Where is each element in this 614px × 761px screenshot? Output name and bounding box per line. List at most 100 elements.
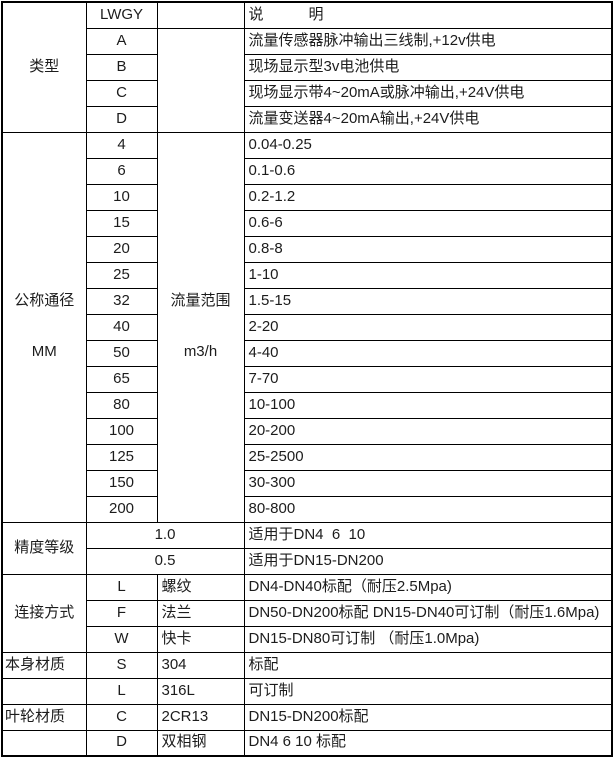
flow-range-value: 0.1-0.6 (243, 157, 613, 185)
diameter-size: 65 (85, 365, 158, 393)
flow-range-value: 0.2-1.2 (243, 183, 613, 211)
connection-name: 快卡 (156, 625, 245, 653)
flow-range-value: 0.04-0.25 (243, 131, 613, 159)
flow-range-value: 4-40 (243, 339, 613, 367)
body-material-code: L (85, 677, 158, 705)
accuracy-desc: 适用于DN15-DN200 (243, 547, 613, 575)
flow-range-value: 0.6-6 (243, 209, 613, 237)
table-row: A 流量传感器脉冲输出三线制,+12v供电 (2, 27, 613, 133)
table-row: 80 10-100 (2, 391, 613, 419)
flow-range-value: 20-200 (243, 417, 613, 445)
type-desc: 流量变送器4~20mA输出,+24V供电 (243, 105, 613, 133)
body-material-desc: 可订制 (243, 677, 613, 705)
diameter-size: 40 (85, 313, 158, 341)
table-row: 40 2-20 (2, 313, 613, 341)
flow-range-value: 30-300 (243, 469, 613, 497)
table-row: 精度等级 1.0 适用于DN4 6 10 (1, 521, 613, 575)
diameter-size: 100 (85, 417, 158, 445)
table-row: 25 1-10 (2, 261, 613, 289)
connection-section-label: 连接方式 (1, 573, 87, 653)
diameter-size: 25 (85, 261, 158, 289)
diameter-size: 50 (85, 339, 158, 367)
diameter-size: 20 (85, 235, 158, 263)
type-desc: 现场显示带4~20mA或脉冲输出,+24V供电 (243, 79, 613, 107)
diameter-size: 200 (85, 495, 158, 523)
table-row: 15 0.6-6 (2, 209, 613, 237)
type-section-label: 类型 (1, 1, 87, 133)
table-row: 100 20-200 (2, 417, 613, 445)
flow-range-value: 10-100 (243, 391, 613, 419)
body-material-code: S (85, 651, 158, 679)
body-material-name: 304 (156, 651, 245, 679)
diameter-size: 32 (85, 287, 158, 315)
table-row: D 流量变送器4~20mA输出,+24V供电 (2, 105, 613, 133)
diameter-size: 4 (85, 131, 158, 159)
type-code: B (85, 53, 158, 81)
accuracy-grade: 0.5 (85, 547, 245, 575)
type-code: D (85, 105, 158, 133)
model-code: LWGY (85, 1, 158, 29)
table-row: B 现场显示型3v电池供电 (2, 53, 613, 81)
diameter-size: 6 (85, 157, 158, 185)
table-row: C 现场显示带4~20mA或脉冲输出,+24V供电 (2, 79, 613, 107)
connection-code: F (85, 599, 158, 627)
impeller-material-code: C (85, 703, 158, 731)
connection-name: 螺纹 (156, 573, 245, 601)
table-row: L 316L 可订制 (1, 677, 613, 705)
diameter-size: 80 (85, 391, 158, 419)
type-desc: 现场显示型3v电池供电 (243, 53, 613, 81)
table-row: 本身材质 S 304 标配 (1, 651, 613, 679)
table-row: 类型 LWGY 说 明 (1, 1, 613, 133)
diameter-size: 10 (85, 183, 158, 211)
table-row: 50 4-40 (2, 339, 613, 367)
impeller-material-desc: DN4 6 10 标配 (243, 729, 613, 757)
table-row: 0.5 适用于DN15-DN200 (2, 547, 613, 575)
flow-range-value: 25-2500 (243, 443, 613, 471)
diameter-size: 150 (85, 469, 158, 497)
connection-desc: DN4-DN40标配（耐压2.5Mpa) (243, 573, 613, 601)
type-desc: 流量传感器脉冲输出三线制,+12v供电 (243, 27, 613, 55)
body-material-name: 316L (156, 677, 245, 705)
table-row: 125 25-2500 (2, 443, 613, 471)
flow-range-value: 1-10 (243, 261, 613, 289)
table-row: 32 1.5-15 (2, 287, 613, 315)
table-row: D 双相钢 DN4 6 10 标配 (1, 729, 613, 757)
table-row: 连接方式 L 螺纹 DN4-DN40标配（耐压2.5Mpa) (1, 573, 613, 653)
accuracy-desc: 适用于DN4 6 10 (243, 521, 613, 549)
diameter-section-label: 公称通径 MM (1, 131, 87, 523)
flow-range-value: 1.5-15 (243, 287, 613, 315)
table-row: 20 0.8-8 (2, 235, 613, 263)
table-row: 200 80-800 (2, 495, 613, 523)
diameter-size: 125 (85, 443, 158, 471)
table-row: 6 0.1-0.6 (2, 157, 613, 185)
flow-range-value: 80-800 (243, 495, 613, 523)
flow-range-label-line1: 流量范围 (170, 292, 231, 310)
impeller-material-name: 2CR13 (156, 703, 245, 731)
empty-label-cell (1, 729, 87, 757)
table-row: 65 7-70 (2, 365, 613, 393)
empty-label-cell (1, 677, 87, 705)
impeller-material-desc: DN15-DN200标配 (243, 703, 613, 731)
impeller-material-code: D (85, 729, 158, 757)
connection-desc: DN15-DN80可订制 （耐压1.0Mpa) (243, 625, 613, 653)
table-row: 叶轮材质 C 2CR13 DN15-DN200标配 (1, 703, 613, 731)
impeller-material-name: 双相钢 (156, 729, 245, 757)
table-row: 10 0.2-1.2 (2, 183, 613, 211)
type-code: C (85, 79, 158, 107)
flow-range-value: 7-70 (243, 365, 613, 393)
flow-range-value: 2-20 (243, 313, 613, 341)
type-code: A (85, 27, 158, 55)
connection-code: L (85, 573, 158, 601)
header-spacer-cell (156, 1, 245, 29)
body-material-section-label: 本身材质 (1, 651, 87, 679)
impeller-material-section-label: 叶轮材质 (1, 703, 87, 731)
description-header: 说 明 (243, 1, 613, 29)
table-row: 公称通径 MM 4 流量范围 m3/h 0.04-0.25 (1, 131, 613, 523)
flow-range-label-line2: m3/h (183, 342, 218, 360)
body-material-desc: 标配 (243, 651, 613, 679)
accuracy-section-label: 精度等级 (1, 521, 87, 575)
diameter-size: 15 (85, 209, 158, 237)
table-row: 150 30-300 (2, 469, 613, 497)
connection-code: W (85, 625, 158, 653)
